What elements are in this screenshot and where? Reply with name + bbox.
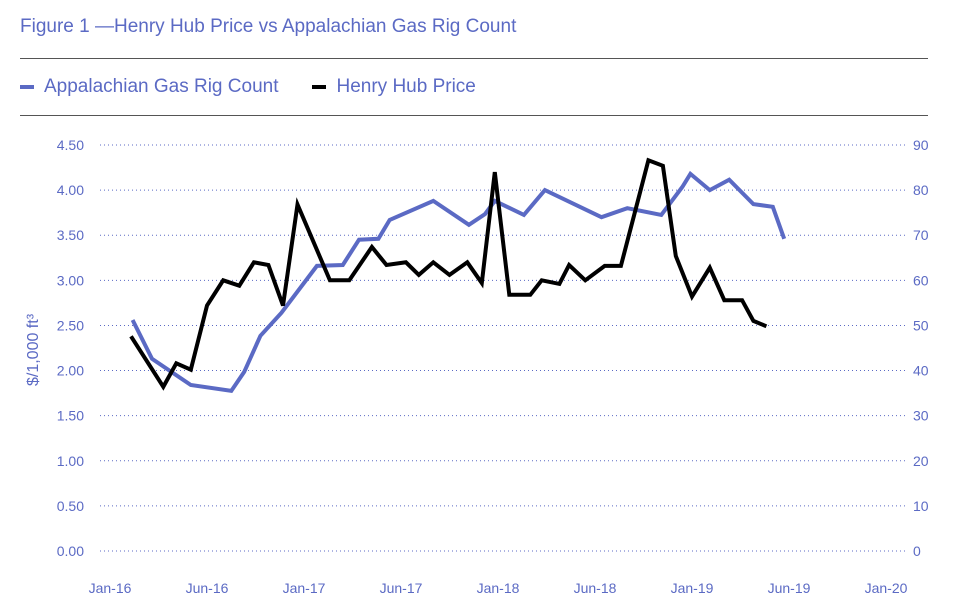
x-tick-label: Jun-17 — [380, 580, 423, 596]
legend-item-henry-hub: Henry Hub Price — [312, 76, 476, 98]
legend-swatch — [20, 85, 34, 89]
x-tick-label: Jun-18 — [574, 580, 617, 596]
y-tick-label: 2.00 — [57, 363, 84, 379]
y2-tick-label: 0 — [913, 543, 921, 559]
henry-hub-price-line — [129, 157, 768, 391]
x-tick-label: Jan-17 — [283, 580, 326, 596]
x-tick-label: Jan-18 — [477, 580, 520, 596]
legend-label: Henry Hub Price — [336, 76, 476, 97]
y-tick-label: 1.00 — [57, 453, 84, 469]
y-axis-title: $/1,000 ft³ — [25, 313, 42, 386]
x-tick-label: Jun-16 — [186, 580, 229, 596]
y2-tick-label: 20 — [913, 453, 929, 469]
y-tick-label: 0.00 — [57, 543, 84, 559]
legend-swatch — [312, 85, 327, 89]
y-tick-label: 3.50 — [57, 227, 84, 243]
y2-tick-label: 90 — [913, 137, 929, 153]
x-tick-label: Jan-19 — [671, 580, 714, 596]
y-tick-label: 2.50 — [57, 317, 84, 333]
legend-label: Appalachian Gas Rig Count — [44, 76, 279, 97]
y2-tick-label: 50 — [913, 317, 929, 333]
y2-tick-label: 80 — [913, 182, 929, 198]
divider — [20, 115, 928, 116]
y2-tick-label: 10 — [913, 498, 929, 514]
chart-title: Figure 1 —Henry Hub Price vs Appalachian… — [20, 16, 517, 37]
x-tick-label: Jan-20 — [865, 580, 908, 596]
y2-tick-label: 30 — [913, 408, 929, 424]
y2-tick-label: 60 — [913, 272, 929, 288]
y-tick-label: 1.50 — [57, 408, 84, 424]
y2-tick-label: 40 — [913, 363, 929, 379]
x-tick-label: Jun-19 — [768, 580, 811, 596]
x-tick-label: Jan-16 — [89, 580, 132, 596]
legend: Appalachian Gas Rig Count Henry Hub Pric… — [20, 76, 476, 98]
y-tick-label: 4.00 — [57, 182, 84, 198]
y2-tick-label: 70 — [913, 227, 929, 243]
y-tick-label: 4.50 — [57, 137, 84, 153]
rig-count-line — [130, 170, 787, 394]
legend-item-rig-count: Appalachian Gas Rig Count — [20, 76, 278, 98]
y-tick-label: 3.00 — [57, 272, 84, 288]
y-tick-label: 0.50 — [57, 498, 84, 514]
divider — [20, 58, 928, 59]
